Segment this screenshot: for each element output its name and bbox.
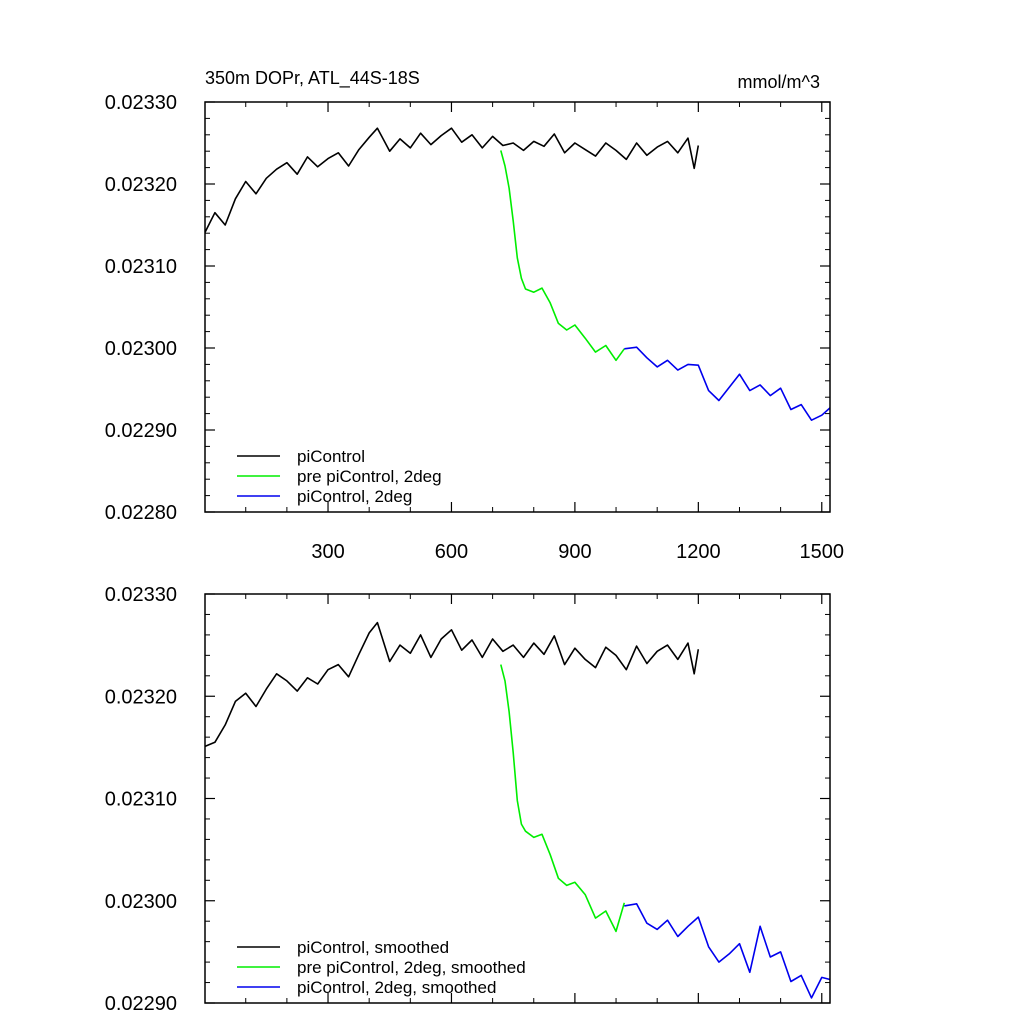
top-chart-title: 350m DOPr, ATL_44S-18S xyxy=(205,68,420,89)
top-ytick-label-3: 0.02310 xyxy=(105,256,177,278)
bottom-ytick-label-1: 0.02300 xyxy=(105,891,177,913)
top-xtick-label-1: 600 xyxy=(435,541,468,563)
bottom-panel: 0.02290 0.02300 0.02310 0.02320 0.02330 piCo… xyxy=(105,584,831,1015)
top-plot-lines xyxy=(204,127,831,422)
bottom-series-line-2 xyxy=(624,902,831,999)
bottom-legend-label-2: piControl, 2deg, smoothed xyxy=(297,978,496,997)
bottom-ytick-label-4: 0.02330 xyxy=(105,584,177,606)
top-chart-units: mmol/m^3 xyxy=(738,72,820,92)
top-xtick-label-0: 300 xyxy=(311,541,344,563)
bottom-ytick-label-3: 0.02320 xyxy=(105,686,177,708)
top-series-line-0 xyxy=(204,127,700,233)
top-series-line-1 xyxy=(500,150,625,362)
top-legend-label-0: piControl xyxy=(297,447,365,466)
bottom-legend-label-0: piControl, smoothed xyxy=(297,938,449,957)
top-ytick-label-4: 0.02320 xyxy=(105,174,177,196)
top-tick-labels: 0.02280 0.02290 0.02300 0.02310 0.02320 0.023… xyxy=(105,92,844,563)
top-legend-label-2: piControl, 2deg xyxy=(297,487,412,506)
top-ytick-label-5: 0.02330 xyxy=(105,92,177,114)
bottom-legend-label-1: pre piControl, 2deg, smoothed xyxy=(297,958,526,977)
top-xtick-label-3: 1200 xyxy=(676,541,721,563)
bottom-series-line-0 xyxy=(204,621,700,748)
top-ytick-label-1: 0.02290 xyxy=(105,420,177,442)
bottom-plot-frame xyxy=(204,593,831,1004)
bottom-plot-lines xyxy=(204,621,831,999)
top-axis-ticks xyxy=(205,101,830,513)
top-ytick-label-0: 0.02280 xyxy=(105,502,177,524)
top-ytick-label-2: 0.02300 xyxy=(105,338,177,360)
bottom-ytick-label-0: 0.02290 xyxy=(105,993,177,1015)
top-legend-label-1: pre piControl, 2deg xyxy=(297,467,442,486)
top-xtick-label-2: 900 xyxy=(558,541,591,563)
top-panel: 0.02280 0.02290 0.02300 0.02310 0.02320 0.023… xyxy=(105,68,844,563)
bottom-tick-labels: 0.02290 0.02300 0.02310 0.02320 0.02330 xyxy=(105,584,177,1015)
top-series-line-2 xyxy=(624,346,831,422)
bottom-series-line-1 xyxy=(500,664,626,933)
top-xtick-label-4: 1500 xyxy=(800,541,845,563)
top-plot-frame xyxy=(204,101,831,513)
bottom-ytick-label-2: 0.02310 xyxy=(105,789,177,811)
